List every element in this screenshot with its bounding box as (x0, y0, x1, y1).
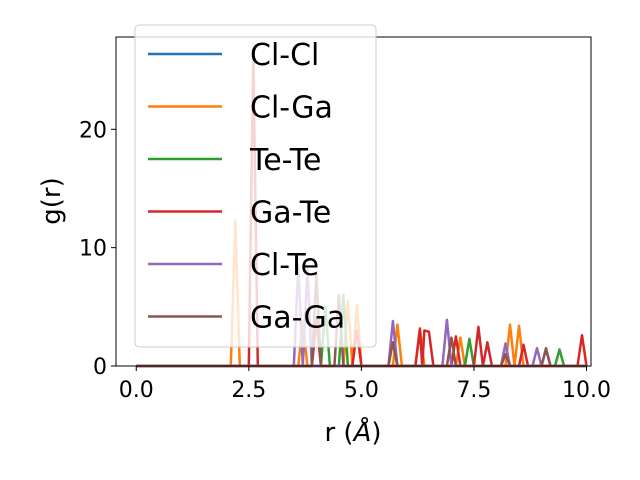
legend-label: Te-Te (249, 143, 321, 178)
legend-box (134, 24, 377, 348)
y-tick-label: 10 (79, 237, 107, 262)
x-tick-label: 2.5 (231, 378, 266, 403)
legend: Cl-Cl Cl-Ga Te-Te Ga-Te Cl-Te Ga-Ga (134, 24, 377, 348)
x-tick-label: 7.5 (456, 378, 491, 403)
legend-label: Ga-Te (250, 196, 331, 231)
x-tick-label: 5.0 (344, 378, 379, 403)
legend-label: Cl-Te (250, 248, 319, 283)
y-tick-label: 20 (79, 118, 107, 143)
legend-label: Ga-Ga (250, 301, 345, 336)
legend-label: Cl-Ga (250, 91, 333, 126)
series-line-cl-ga (136, 219, 587, 368)
y-axis-label: g(r) (37, 177, 67, 224)
x-tick-label: 10.0 (562, 378, 611, 403)
legend-label: Cl-Cl (250, 38, 319, 73)
x-axis: 0.0 2.5 5.0 7.5 10.0 (119, 366, 611, 403)
x-tick-label: 0.0 (119, 378, 154, 403)
y-axis: 0 10 20 (79, 118, 116, 380)
y-tick-label: 0 (93, 355, 107, 380)
x-axis-label: r (Å) (324, 416, 381, 448)
